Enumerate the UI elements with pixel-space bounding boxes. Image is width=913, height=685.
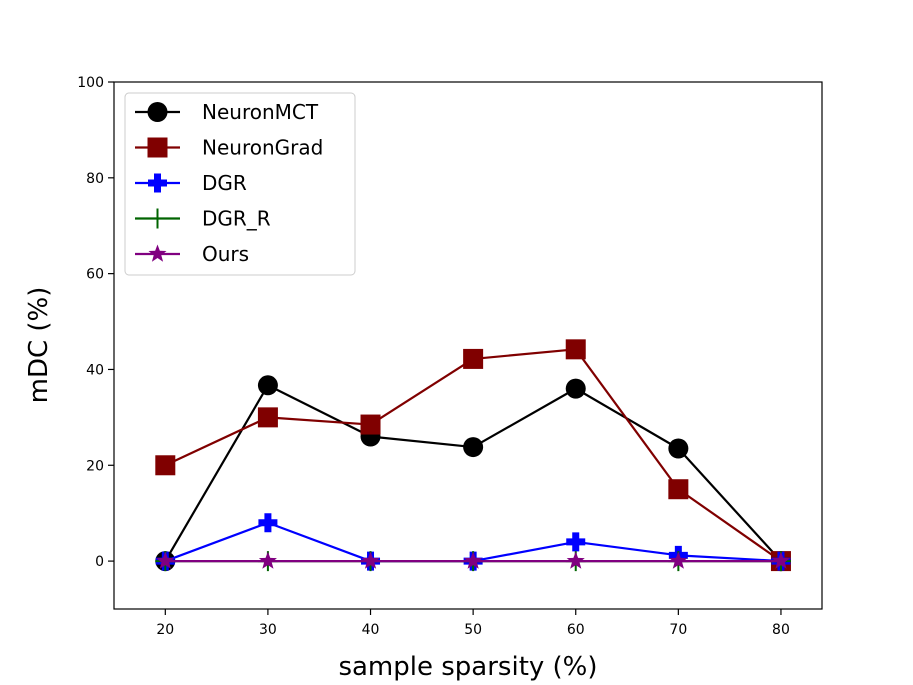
y-tick-label: 40 <box>86 362 104 378</box>
x-tick-label: 60 <box>567 622 585 638</box>
legend-marker-neuronmct <box>147 102 168 122</box>
legend-item-dgr-r: DGR_R <box>135 207 271 231</box>
y-tick-label: 80 <box>86 171 104 187</box>
legend-label-dgr-r: DGR_R <box>202 207 271 231</box>
plot-area-frame <box>113 81 823 610</box>
data-point-neuronmct-60 <box>565 378 586 399</box>
data-point-ours-40 <box>361 551 380 569</box>
y-tick-label: 60 <box>86 267 104 283</box>
legend-marker-dgr-r <box>147 208 168 229</box>
data-point-ours-70 <box>669 551 688 569</box>
legend-marker-dgr <box>148 173 167 193</box>
data-point-ours-20 <box>156 551 175 569</box>
data-point-neurongrad-50 <box>463 348 484 369</box>
series-ours <box>156 551 790 569</box>
x-tick-label: 70 <box>669 622 687 638</box>
data-point-ours-60 <box>566 551 585 569</box>
legend-item-neuronmct: NeuronMCT <box>135 100 319 124</box>
y-axis-title: mDC (%) <box>24 287 54 404</box>
legend-item-dgr: DGR <box>135 171 247 195</box>
x-tick-label: 40 <box>362 622 380 638</box>
legend-label-dgr: DGR <box>202 171 247 195</box>
data-point-ours-50 <box>464 551 483 569</box>
data-point-neurongrad-60 <box>565 339 586 360</box>
series-neurongrad <box>155 339 791 572</box>
data-point-neurongrad-70 <box>668 479 689 500</box>
legend-label-neuronmct: NeuronMCT <box>202 100 319 124</box>
data-point-neurongrad-20 <box>155 455 176 476</box>
legend-marker-ours <box>148 244 167 262</box>
y-tick-label: 0 <box>95 554 104 570</box>
legend-item-neurongrad: NeuronGrad <box>135 136 323 160</box>
legend-label-ours: Ours <box>202 242 249 266</box>
data-point-dgr-30 <box>258 513 278 533</box>
data-point-neurongrad-40 <box>360 414 381 435</box>
x-tick-label: 30 <box>259 622 277 638</box>
data-point-neuronmct-50 <box>463 437 484 458</box>
data-point-neurongrad-30 <box>257 407 278 428</box>
legend-marker-neurongrad <box>147 137 168 158</box>
data-point-ours-80 <box>771 551 790 569</box>
series-neuronmct <box>155 375 791 572</box>
data-point-neuronmct-30 <box>257 375 278 396</box>
y-tick-label: 20 <box>86 458 104 474</box>
x-tick-label: 50 <box>464 622 482 638</box>
x-tick-label: 20 <box>156 622 174 638</box>
x-axis-ticks: 20 30 40 50 60 70 80 <box>156 609 790 638</box>
legend: NeuronMCT NeuronGrad DGR DGR_R Ours <box>124 92 356 276</box>
x-axis-title: sample sparsity (%) <box>338 652 597 682</box>
legend-item-ours: Ours <box>135 242 249 266</box>
y-axis-ticks: 0 20 40 60 80 100 <box>77 75 114 570</box>
legend-label-neurongrad: NeuronGrad <box>202 136 323 160</box>
x-tick-label: 80 <box>772 622 790 638</box>
series-layer <box>155 339 791 572</box>
legend-box <box>124 92 356 276</box>
y-tick-label: 100 <box>77 75 104 91</box>
data-point-ours-30 <box>258 551 277 569</box>
data-point-dgr-60 <box>566 532 586 552</box>
data-point-neuronmct-70 <box>668 438 689 459</box>
